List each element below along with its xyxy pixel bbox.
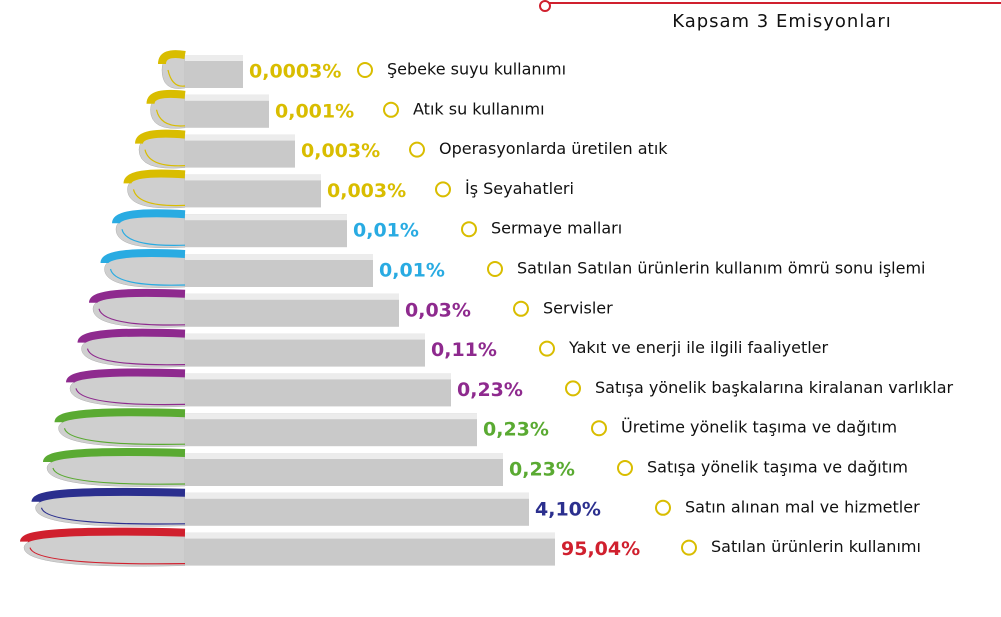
spiral-cap xyxy=(158,50,186,65)
value: 0,0003% xyxy=(249,61,341,83)
spiral-cap xyxy=(112,209,186,225)
value: 4,10% xyxy=(535,498,601,520)
bar-top xyxy=(185,333,425,340)
bar-top xyxy=(185,532,555,539)
bar-top xyxy=(185,55,243,61)
bullet xyxy=(409,141,425,158)
label: Üretime yönelik taşıma ve dağıtım xyxy=(621,418,897,437)
bar-top xyxy=(185,492,529,499)
bullet xyxy=(383,101,399,118)
label: Operasyonlarda üretilen atık xyxy=(439,139,668,158)
bullet xyxy=(617,460,633,476)
spiral-edge xyxy=(86,348,186,366)
value: 0,11% xyxy=(431,339,497,361)
label: Atık su kullanımı xyxy=(413,99,545,118)
spiral-edge xyxy=(144,149,186,167)
bullet xyxy=(435,181,451,198)
bullet xyxy=(681,539,697,556)
bar-top xyxy=(185,413,477,420)
spiral-cap xyxy=(77,328,186,345)
label: Satılan ürünlerin kullanımı xyxy=(711,537,921,556)
value: 0,001% xyxy=(275,100,354,122)
spiral-cap xyxy=(135,129,186,145)
label: Sermaye malları xyxy=(491,219,622,238)
spiral-cap xyxy=(43,448,186,464)
value: 0,23% xyxy=(509,459,575,481)
bar-top xyxy=(185,254,373,260)
bullet xyxy=(655,499,671,516)
spiral-cap xyxy=(100,249,186,265)
bullet xyxy=(591,420,607,437)
spiral-edge xyxy=(29,547,186,565)
spiral-cap xyxy=(123,169,186,185)
spiral-edge xyxy=(109,268,186,286)
label: Yakıt ve enerji ile ilgili faaliyetler xyxy=(568,338,829,357)
bar-top xyxy=(185,293,399,300)
bar-top xyxy=(185,453,503,459)
value: 0,003% xyxy=(327,180,406,202)
spiral-edge xyxy=(40,507,186,525)
title: Kapsam 3 Emisyonları xyxy=(672,11,892,32)
spiral-edge xyxy=(132,189,186,207)
value: 0,23% xyxy=(457,379,523,401)
spiral-edge xyxy=(121,229,186,246)
label: Servisler xyxy=(543,298,613,317)
bullet xyxy=(487,261,503,277)
bar-top xyxy=(185,373,451,380)
spiral-edge xyxy=(52,467,186,485)
spiral-cap xyxy=(20,527,186,544)
value: 0,03% xyxy=(405,299,471,321)
spiral-edge xyxy=(155,109,186,127)
bar-top xyxy=(185,94,269,101)
value: 0,23% xyxy=(483,419,549,441)
label: Satışa yönelik taşıma ve dağıtım xyxy=(647,458,908,477)
spiral-edge xyxy=(63,427,186,445)
value: 0,01% xyxy=(379,260,445,282)
bar-top xyxy=(185,134,295,141)
value: 0,003% xyxy=(301,140,380,162)
bar-top xyxy=(185,174,321,181)
label: İş Seyahatleri xyxy=(465,179,574,198)
value: 0,01% xyxy=(353,220,419,242)
label: Satışa yönelik başkalarına kiralanan var… xyxy=(595,378,954,397)
spiral-edge xyxy=(75,388,186,406)
bullet xyxy=(513,300,529,317)
spiral-cap xyxy=(54,408,186,424)
bullet xyxy=(461,221,477,238)
bullet xyxy=(357,62,373,78)
value: 95,04% xyxy=(561,538,640,560)
label: Şebeke suyu kullanımı xyxy=(387,60,566,79)
rows: 95,04% Satılan ürünlerin kullanımı 4,10% Sa… xyxy=(20,50,954,567)
label: Satılan Satılan ürünlerin kullanım ömrü … xyxy=(517,259,926,278)
label: Satın alınan mal ve hizmetler xyxy=(685,497,920,516)
spiral-cap xyxy=(31,487,186,504)
bullet xyxy=(565,380,581,397)
bar-top xyxy=(185,214,347,221)
spiral-edge xyxy=(167,69,186,87)
spiral-cap xyxy=(89,288,186,305)
spiral-cap xyxy=(146,89,186,105)
bullet xyxy=(539,340,555,357)
spiral-cap xyxy=(66,368,186,384)
header-dot xyxy=(539,0,551,12)
spiral-edge xyxy=(98,308,186,326)
